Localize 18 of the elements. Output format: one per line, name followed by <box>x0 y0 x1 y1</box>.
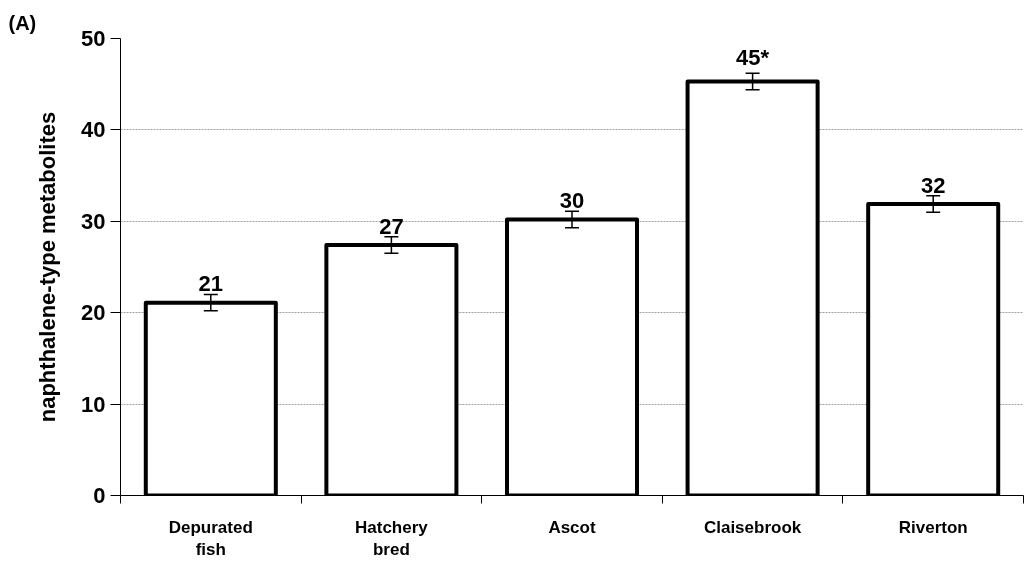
y-tick-label: 20 <box>81 300 106 326</box>
x-tick-label: Hatchery bred <box>355 517 429 560</box>
data-label: 32 <box>920 172 946 198</box>
data-label: 21 <box>198 271 224 297</box>
data-label: 45* <box>736 45 770 71</box>
x-tick-label: Riverton <box>898 517 968 537</box>
text: (A) <box>8 11 37 34</box>
x-tick-label: Depurated fish <box>168 517 253 560</box>
x-tick-label: Claisebrook <box>703 517 802 537</box>
y-tick-label: 40 <box>81 117 106 143</box>
y-tick-label: 10 <box>81 391 106 417</box>
x-tick-label: Ascot <box>548 517 596 537</box>
data-label: 30 <box>559 188 585 214</box>
y-tick-label: 50 <box>81 26 106 51</box>
data-label: 27 <box>379 213 404 239</box>
y-tick-label: 30 <box>81 208 106 234</box>
y-tick-label: 0 <box>93 483 106 508</box>
y-axis-title: naphthalene-type metabolites <box>35 111 61 423</box>
